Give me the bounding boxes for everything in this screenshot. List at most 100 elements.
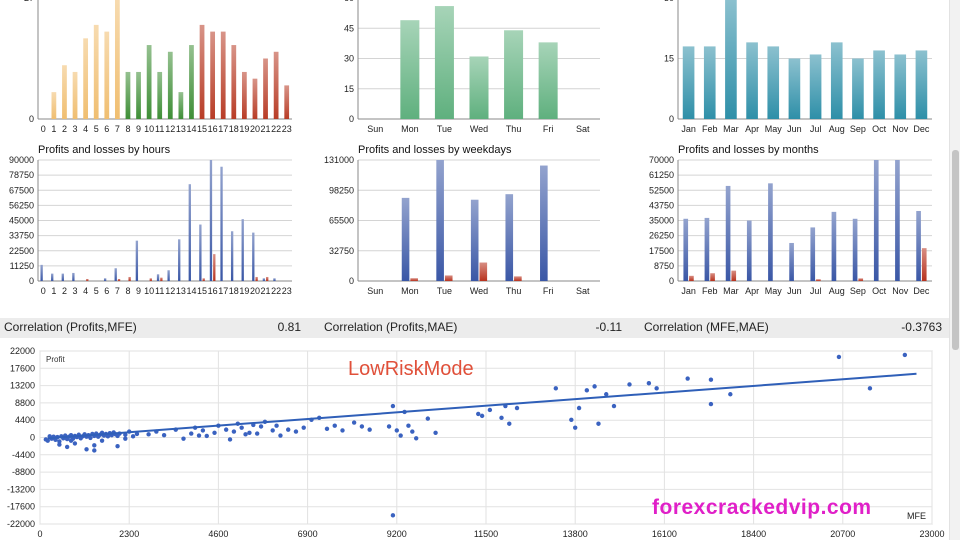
y-tick-label: 8800	[15, 398, 35, 408]
profit-bar	[51, 273, 54, 281]
y-tick-label: 0	[349, 276, 354, 286]
bar	[252, 78, 258, 119]
x-tick-label: 23	[282, 286, 292, 296]
data-point	[254, 431, 260, 436]
bar	[263, 58, 268, 119]
loss-bar	[86, 278, 89, 281]
y-tick-label: 32750	[329, 246, 354, 256]
profit-bar	[199, 224, 202, 281]
data-point	[514, 405, 520, 411]
data-point	[394, 428, 399, 433]
data-point	[359, 424, 365, 429]
x-tick-label: 10	[144, 286, 154, 296]
x-tick-label: 11500	[474, 529, 498, 539]
bar	[504, 30, 524, 120]
profit-bar	[178, 239, 181, 281]
correlation-mfe-mae-value: -0.3763	[901, 320, 942, 334]
profit-bar	[810, 227, 816, 281]
x-tick-label: May	[765, 124, 783, 134]
y-tick-label: 56250	[9, 200, 34, 210]
x-tick-label: Apr	[745, 286, 759, 296]
data-point	[212, 430, 217, 435]
bar	[469, 56, 489, 119]
y-tick-label: 4400	[15, 415, 35, 425]
profit-bar	[114, 268, 117, 281]
data-point	[204, 433, 209, 439]
y-tick-label: 0	[349, 114, 354, 124]
vertical-scrollbar[interactable]	[949, 0, 960, 540]
correlation-profits-mae-label: Correlation (Profits,MAE)	[324, 320, 458, 334]
bar	[703, 46, 716, 119]
bar	[809, 54, 822, 119]
x-tick-label: 13	[176, 286, 186, 296]
bar	[434, 6, 454, 120]
data-point	[243, 432, 248, 437]
profit-bar	[725, 185, 731, 281]
profit-bar	[873, 160, 879, 281]
scrollbar-thumb[interactable]	[952, 150, 959, 350]
x-tick-label: 4	[83, 286, 88, 296]
y-tick-label: 35000	[649, 216, 674, 226]
y-tick-label: 15	[664, 54, 674, 64]
loss-bar	[149, 278, 152, 281]
data-point	[611, 403, 617, 409]
data-point	[278, 433, 283, 438]
data-point	[324, 426, 330, 432]
mode-watermark: LowRiskMode	[348, 358, 474, 380]
profit-bar	[505, 194, 514, 281]
data-point	[92, 448, 97, 453]
x-tick-label: 9	[136, 286, 141, 296]
y-tick-label: 0	[29, 276, 34, 286]
y-tick-label: 27	[24, 0, 34, 3]
data-point	[708, 401, 714, 407]
data-point	[68, 438, 74, 443]
bar	[873, 50, 885, 119]
profit-bar	[61, 273, 64, 281]
profit-bar	[273, 278, 276, 281]
x-tick-label: 0	[41, 286, 46, 296]
profit-bar	[436, 160, 444, 281]
x-tick-label: 18	[229, 124, 239, 134]
x-tick-label: Feb	[702, 124, 718, 134]
loss-bar	[479, 262, 488, 281]
loss-bar	[710, 273, 715, 281]
data-point	[569, 417, 574, 423]
correlation-profits-mfe-value: 0.81	[277, 320, 301, 334]
data-point	[553, 386, 559, 391]
x-tick-label: 21	[261, 286, 271, 296]
x-tick-label: 16100	[652, 529, 677, 539]
data-point	[604, 392, 609, 397]
profit-bar	[188, 184, 191, 281]
bar	[167, 51, 173, 119]
bar	[220, 31, 226, 119]
data-point	[386, 424, 392, 429]
correlation-profits-mfe-label: Correlation (Profits,MFE)	[4, 320, 137, 334]
profit-bar	[167, 270, 170, 281]
bar	[93, 24, 99, 120]
x-tick-label: Jul	[810, 124, 822, 134]
y-tick-label: 45	[344, 23, 354, 33]
profit-bar	[746, 220, 752, 281]
x-tick-label: Nov	[892, 286, 909, 296]
profit-bar	[768, 183, 773, 281]
bar	[210, 31, 216, 119]
bar-chart-3: Profits and losses by hours0112502250033…	[9, 144, 292, 296]
data-point	[410, 429, 415, 434]
x-tick-label: Feb	[702, 286, 718, 296]
x-tick-label: 0	[37, 529, 42, 539]
x-tick-label: Sun	[367, 124, 383, 134]
y-tick-label: 30	[344, 54, 354, 64]
x-tick-label: 11	[155, 124, 164, 134]
loss-bar	[514, 276, 522, 281]
bar	[136, 71, 141, 119]
profit-bar	[72, 272, 75, 281]
x-tick-label: 21	[261, 124, 271, 134]
y-tick-label: 90000	[9, 155, 34, 165]
bar	[538, 42, 558, 119]
x-tick-label: 0	[41, 124, 46, 134]
data-point	[398, 433, 403, 438]
data-point	[84, 447, 89, 452]
data-point	[479, 413, 485, 419]
profit-bar	[401, 197, 410, 281]
